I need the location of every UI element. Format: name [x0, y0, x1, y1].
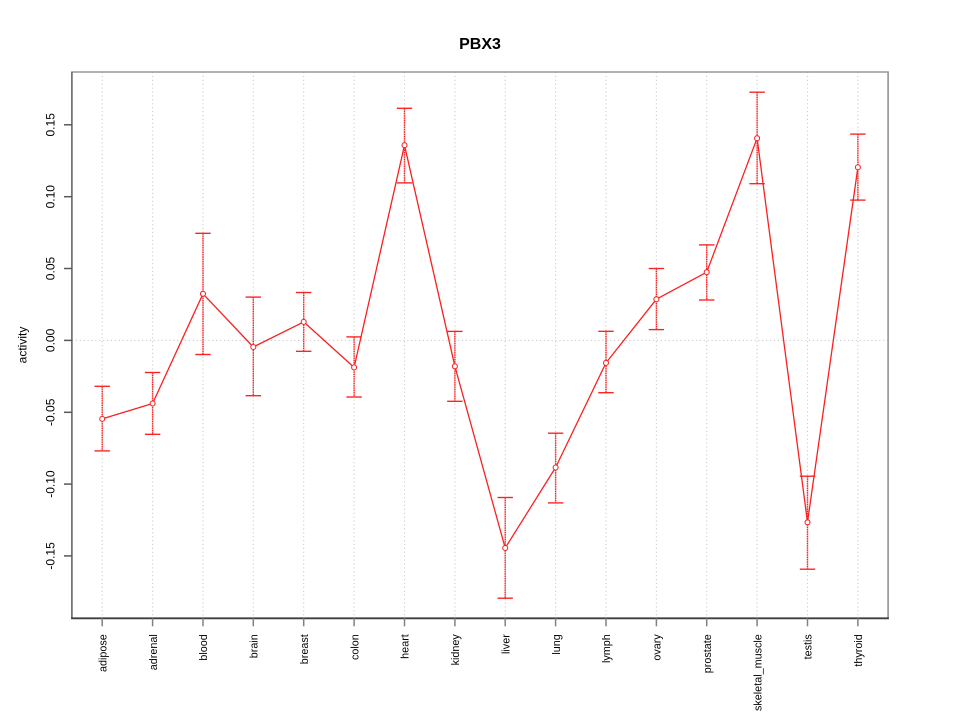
svg-text:-0.15: -0.15	[44, 542, 58, 570]
svg-text:-0.05: -0.05	[44, 398, 58, 426]
svg-text:0.00: 0.00	[44, 328, 58, 352]
svg-text:thyroid: thyroid	[853, 634, 865, 666]
svg-text:testis: testis	[803, 634, 815, 660]
svg-text:adipose: adipose	[97, 634, 109, 672]
svg-text:activity: activity	[16, 327, 30, 364]
svg-text:liver: liver	[500, 634, 512, 654]
svg-text:breast: breast	[299, 634, 311, 664]
svg-text:heart: heart	[400, 634, 412, 659]
svg-text:blood: blood	[198, 634, 210, 660]
svg-text:lung: lung	[551, 634, 563, 654]
svg-text:-0.10: -0.10	[44, 470, 58, 498]
svg-text:skeletal_muscle: skeletal_muscle	[752, 634, 764, 711]
svg-text:brain: brain	[249, 634, 261, 658]
svg-text:lymph: lymph	[601, 634, 613, 663]
svg-text:0.10: 0.10	[44, 185, 58, 209]
svg-text:kidney: kidney	[450, 634, 462, 666]
svg-text:adrenal: adrenal	[148, 634, 160, 670]
svg-text:prostate: prostate	[702, 634, 714, 673]
svg-text:PBX3: PBX3	[459, 36, 501, 53]
svg-text:0.15: 0.15	[44, 113, 58, 137]
svg-text:ovary: ovary	[652, 634, 664, 661]
svg-text:0.05: 0.05	[44, 256, 58, 280]
svg-text:colon: colon	[349, 634, 361, 660]
